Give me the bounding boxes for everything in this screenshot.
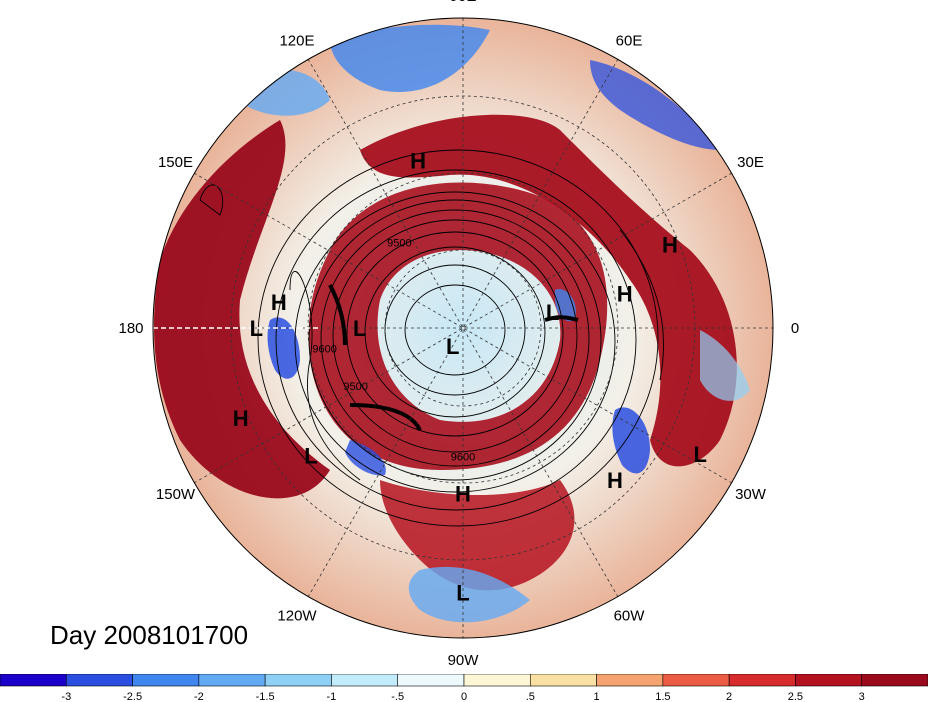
low-center-label: L (250, 316, 263, 341)
contour-value-label: 9600 (312, 343, 336, 355)
colorbar-tick-label: 1 (594, 691, 600, 702)
colorbar-box (596, 674, 664, 687)
longitude-label: 60E (616, 33, 643, 50)
graticule (153, 18, 773, 638)
high-center-label: H (233, 406, 249, 431)
colorbar-tick-label: -.5 (391, 691, 404, 702)
longitude-label: 30W (735, 486, 767, 503)
colorbar-box (331, 674, 399, 687)
day-title: Day 2008101700 (50, 620, 249, 650)
high-center-label: H (662, 232, 678, 257)
longitude-label: 120E (279, 33, 314, 50)
colorbar-box (861, 674, 928, 687)
colorbar-box (463, 674, 531, 687)
colorbar-box (662, 674, 730, 687)
colorbar-box (0, 674, 67, 687)
colorbar-box (529, 674, 597, 687)
colorbar-box (198, 674, 266, 687)
colorbar: -3 -2.5 -2 -1.5 -1 -.5 0 .5 1 1.5 2 2.5 3 (0, 674, 928, 702)
colorbar-tick-label: -2.5 (123, 691, 142, 702)
high-center-label: H (607, 468, 623, 493)
low-center-label: L (693, 442, 706, 467)
longitude-label: 90E (450, 0, 477, 5)
high-center-label: H (271, 290, 287, 315)
longitude-label: 0 (791, 320, 799, 337)
colorbar-box (397, 674, 465, 687)
colorbar-tick-label: .5 (526, 691, 535, 702)
longitude-label: 30E (737, 154, 764, 171)
low-center-label: L (446, 334, 459, 359)
colorbar-tick-label: 2.5 (788, 691, 803, 702)
low-center-label: L (353, 316, 366, 341)
longitude-label: 150E (158, 154, 193, 171)
colorbar-tick-label: -1.5 (256, 691, 275, 702)
contour-value-label: 9600 (451, 451, 475, 463)
colorbar-tick-label: -2 (194, 691, 204, 702)
colorbar-tick-label: 3 (859, 691, 865, 702)
colorbar-box (795, 674, 863, 687)
longitude-labels: 90E 60E 30E 0 30W 60W 90W 120W 150W 180 150E 120E (118, 0, 799, 669)
high-center-label: H (617, 282, 633, 307)
colorbar-tick-label: 0 (461, 691, 467, 702)
height-contours (199, 149, 665, 527)
colorbar-box (132, 674, 200, 687)
longitude-label: 120W (277, 608, 317, 625)
contour-value-label: 9500 (387, 238, 411, 250)
low-center-label: L (304, 444, 317, 469)
longitude-label: 90W (448, 652, 480, 669)
high-center-label: H (410, 148, 426, 173)
longitude-label: 150W (156, 486, 196, 503)
colorbar-tick-label: 2 (726, 691, 732, 702)
jet-segments (328, 284, 579, 432)
colorbar-box (264, 674, 332, 687)
map-boundary (152, 17, 774, 639)
high-center-label: H (455, 481, 471, 506)
contour-labels: 9500 9600 9500 9600 (312, 238, 475, 464)
longitude-label: 180 (118, 320, 143, 337)
colorbar-box (728, 674, 796, 687)
colorbar-tick-label: -3 (61, 691, 71, 702)
colorbar-tick-label: 1.5 (655, 691, 670, 702)
longitude-label: 60W (614, 608, 646, 625)
low-center-label: L (546, 300, 559, 325)
low-center-label: L (456, 581, 469, 606)
colorbar-box (65, 674, 133, 687)
contour-value-label: 9500 (343, 381, 367, 393)
colorbar-tick-label: -1 (327, 691, 337, 702)
